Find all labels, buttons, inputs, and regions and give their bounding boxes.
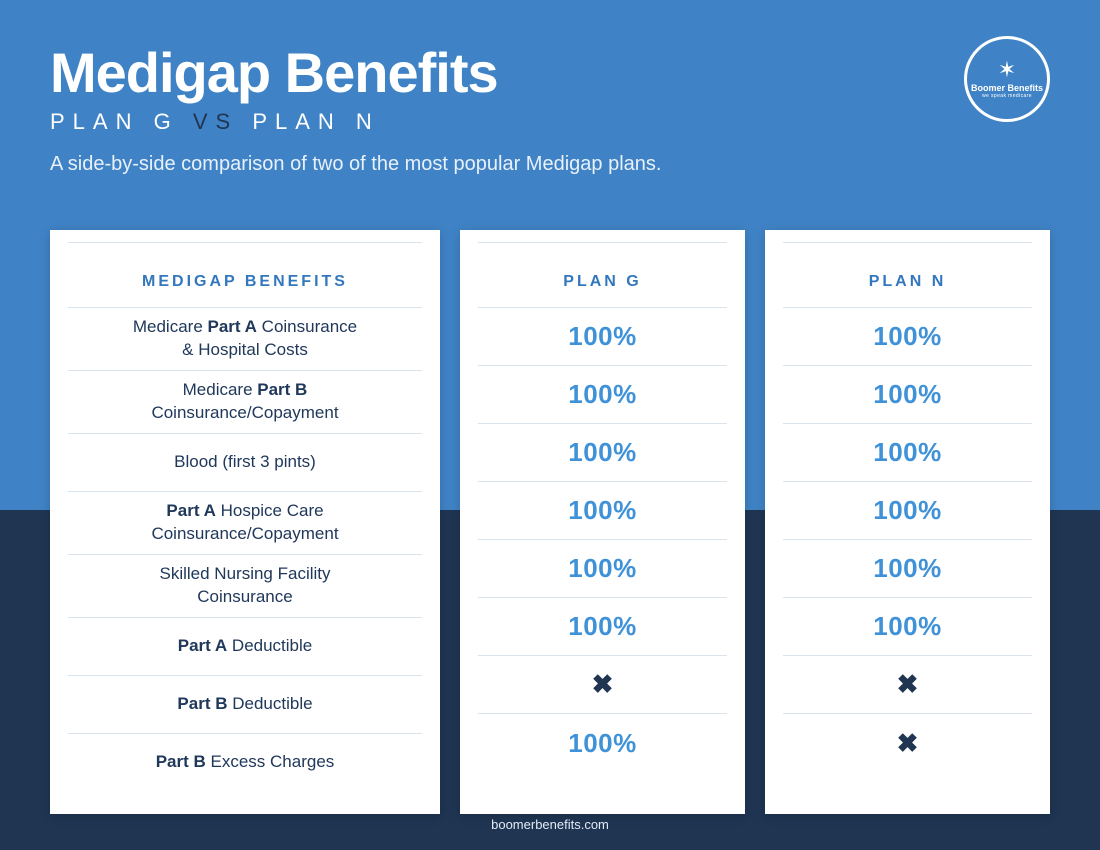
plan-n-cell: 100% xyxy=(783,482,1032,540)
coverage-pct: 100% xyxy=(568,495,637,526)
coverage-pct: 100% xyxy=(568,611,637,642)
logo-line2: we speak medicare xyxy=(982,93,1032,99)
plan-g-rows: 100% 100% 100% 100% 100% 100% ✖ 100% xyxy=(460,308,745,794)
page-title: Medigap Benefits xyxy=(50,40,1050,105)
plan-n-cell: ✖ xyxy=(783,714,1032,772)
benefit-label: Part A Deductible xyxy=(178,635,313,658)
plan-g-cell: 100% xyxy=(478,308,727,366)
benefit-row: Blood (first 3 pints) xyxy=(68,434,422,492)
benefit-row: Part A Deductible xyxy=(68,618,422,676)
plan-n-panel: PLAN N 100% 100% 100% 100% 100% 100% ✖ ✖ xyxy=(765,230,1050,814)
not-covered-icon: ✖ xyxy=(897,728,919,759)
plan-n-rows: 100% 100% 100% 100% 100% 100% ✖ ✖ xyxy=(765,308,1050,794)
coverage-pct: 100% xyxy=(568,321,637,352)
coverage-pct: 100% xyxy=(873,553,942,584)
plan-n-cell: 100% xyxy=(783,308,1032,366)
plan-g-header: PLAN G xyxy=(478,242,727,308)
benefit-row: Part B Excess Charges xyxy=(68,734,422,792)
footer-url: boomerbenefits.com xyxy=(0,817,1100,832)
benefit-row: Medicare Part BCoinsurance/Copayment xyxy=(68,371,422,434)
plan-g-cell: 100% xyxy=(478,424,727,482)
benefit-label: Part A Hospice CareCoinsurance/Copayment xyxy=(151,500,338,546)
benefit-row: Part B Deductible xyxy=(68,676,422,734)
plan-g-cell: 100% xyxy=(478,482,727,540)
plan-g-cell: 100% xyxy=(478,714,727,772)
plan-n-cell: 100% xyxy=(783,540,1032,598)
coverage-pct: 100% xyxy=(568,728,637,759)
plan-n-header: PLAN N xyxy=(783,242,1032,308)
coverage-pct: 100% xyxy=(568,437,637,468)
benefit-label: Medicare Part BCoinsurance/Copayment xyxy=(151,379,338,425)
benefit-row: Medicare Part A Coinsurance& Hospital Co… xyxy=(68,308,422,371)
coverage-pct: 100% xyxy=(873,321,942,352)
plan-n-cell: 100% xyxy=(783,598,1032,656)
subtitle-plan-g: PLAN G xyxy=(50,109,179,134)
plan-n-cell: 100% xyxy=(783,366,1032,424)
benefits-rows: Medicare Part A Coinsurance& Hospital Co… xyxy=(50,308,440,814)
benefit-label: Skilled Nursing FacilityCoinsurance xyxy=(160,563,331,609)
comparison-panels: MEDIGAP BENEFITS Medicare Part A Coinsur… xyxy=(50,230,1050,814)
plan-g-cell: 100% xyxy=(478,540,727,598)
plan-n-cell: ✖ xyxy=(783,656,1032,714)
subtitle: PLAN G VS PLAN N xyxy=(50,109,1050,135)
not-covered-icon: ✖ xyxy=(897,669,919,700)
benefit-row: Part A Hospice CareCoinsurance/Copayment xyxy=(68,492,422,555)
coverage-pct: 100% xyxy=(873,379,942,410)
benefits-panel: MEDIGAP BENEFITS Medicare Part A Coinsur… xyxy=(50,230,440,814)
brand-logo: ✶ Boomer Benefits we speak medicare xyxy=(964,36,1050,122)
benefit-label: Blood (first 3 pints) xyxy=(174,451,316,474)
benefit-label: Medicare Part A Coinsurance& Hospital Co… xyxy=(133,316,357,362)
coverage-pct: 100% xyxy=(873,495,942,526)
subtitle-vs: VS xyxy=(193,109,238,134)
benefit-label: Part B Excess Charges xyxy=(156,751,335,774)
benefit-row: Skilled Nursing FacilityCoinsurance xyxy=(68,555,422,618)
coverage-pct: 100% xyxy=(873,437,942,468)
benefit-label: Part B Deductible xyxy=(177,693,312,716)
logo-line1: Boomer Benefits xyxy=(971,83,1043,93)
coverage-pct: 100% xyxy=(568,379,637,410)
plan-g-cell: ✖ xyxy=(478,656,727,714)
description: A side-by-side comparison of two of the … xyxy=(50,153,1050,176)
plan-g-panel: PLAN G 100% 100% 100% 100% 100% 100% ✖ 100% xyxy=(460,230,745,814)
coverage-pct: 100% xyxy=(873,611,942,642)
benefits-header: MEDIGAP BENEFITS xyxy=(68,242,422,308)
not-covered-icon: ✖ xyxy=(592,669,614,700)
medical-book-icon: ✶ xyxy=(998,59,1016,81)
plan-g-cell: 100% xyxy=(478,366,727,424)
coverage-pct: 100% xyxy=(568,553,637,584)
plan-n-cell: 100% xyxy=(783,424,1032,482)
plan-g-cell: 100% xyxy=(478,598,727,656)
header: Medigap Benefits PLAN G VS PLAN N A side… xyxy=(50,40,1050,176)
subtitle-plan-n: PLAN N xyxy=(252,109,379,134)
